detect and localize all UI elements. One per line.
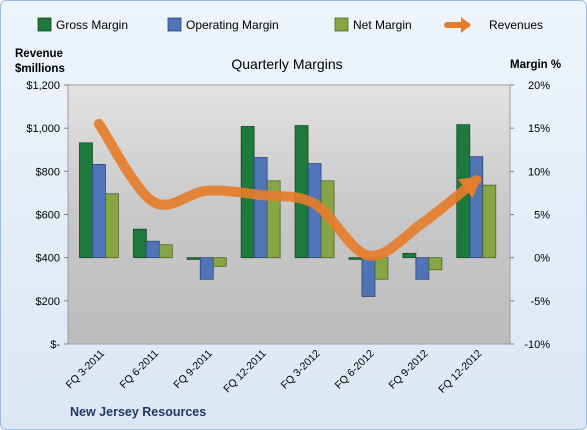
x-tick-label: FQ 6-2012 [333, 348, 377, 392]
operating-margin-bar [415, 257, 430, 280]
operating-margin-bar [199, 257, 214, 280]
left-axis-label-line2: $millions [15, 63, 65, 75]
left-tick-label: $200 [36, 296, 60, 308]
left-tick-label: $1,000 [26, 123, 60, 135]
right-tick-label: 0% [534, 253, 550, 265]
right-tick-label: 20% [528, 80, 550, 92]
revenues-arrowhead [457, 176, 481, 199]
operating-margin-bar [145, 240, 160, 259]
x-axis-ticks: FQ 3-2011 FQ 6-2011 FQ 9-2011 FQ 12-2011 FQ … [64, 348, 485, 396]
right-tick-label: -10% [524, 339, 550, 351]
legend-label: Net Margin [353, 18, 412, 32]
left-axis-label-line1: Revenue [15, 48, 63, 60]
net-margin-bar [374, 257, 389, 280]
legend: Gross Margin Operating Margin Net Margin Re… [37, 17, 543, 33]
gross-margin-bar [79, 142, 93, 259]
right-tick-label: 5% [534, 210, 550, 222]
x-tick-label: FQ 9-2012 [387, 348, 431, 392]
right-axis-label: Margin % [510, 59, 561, 71]
net-margin-bar [212, 257, 227, 267]
left-axis-ticks: $- $200 $400 $600 $800 $1,000 $1,200 [26, 80, 68, 351]
left-tick-label: $400 [36, 253, 60, 265]
x-tick-label: FQ 3-2011 [64, 348, 108, 392]
gross-margin-bar [186, 257, 201, 260]
legend-swatch [37, 17, 52, 32]
revenue-line-group [93, 118, 482, 261]
plot-area [67, 84, 511, 345]
x-tick-label: FQ 6-2011 [118, 348, 162, 392]
operating-margin-bar [361, 257, 376, 297]
legend-swatch [167, 17, 182, 32]
right-tick-label: 10% [528, 166, 550, 178]
net-margin-bar [482, 184, 497, 259]
legend-swatch [334, 17, 349, 32]
operating-margin-bar [92, 164, 106, 259]
left-tick-label: $800 [36, 166, 60, 178]
x-tick-label: FQ 12-2012 [436, 348, 484, 396]
net-margin-bar [158, 244, 173, 259]
legend-arrow [461, 17, 471, 33]
gross-margin-bar [132, 228, 147, 259]
legend-label: Revenues [489, 18, 543, 32]
operating-margin-bar [253, 157, 268, 259]
gross-margin-bar [402, 252, 417, 259]
left-tick-label: $- [50, 339, 60, 351]
left-tick-label: $1,200 [26, 80, 60, 92]
right-tick-label: 15% [528, 123, 550, 135]
operating-margin-bar [469, 156, 484, 259]
gross-margin-bar [294, 125, 309, 259]
x-tick-label: FQ 12-2011 [221, 348, 269, 396]
x-tick-label: FQ 9-2011 [171, 348, 215, 392]
gross-margin-bar [348, 257, 363, 260]
chart-title: Quarterly Margins [231, 56, 342, 72]
legend-label: Gross Margin [56, 18, 128, 32]
left-tick-label: $600 [36, 210, 60, 222]
company-name: New Jersey Resources [70, 405, 206, 419]
net-margin-bar [105, 193, 119, 259]
revenues-line [93, 118, 482, 261]
right-tick-label: -5% [530, 296, 550, 308]
legend-label: Operating Margin [186, 18, 279, 32]
x-tick-label: FQ 3-2012 [279, 348, 323, 392]
right-axis-ticks: -10% -5% 0% 5% 10% 15% 20% [510, 80, 550, 351]
net-margin-bar [428, 257, 443, 271]
